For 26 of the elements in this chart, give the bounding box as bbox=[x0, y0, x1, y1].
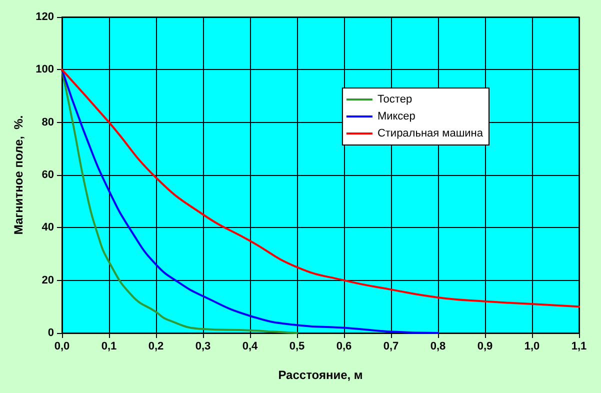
x-tick-label: 0,5 bbox=[289, 340, 305, 352]
line-series bbox=[61, 68, 298, 334]
x-tick-label: 0,8 bbox=[430, 340, 446, 352]
x-tick-label: 0,9 bbox=[477, 340, 493, 352]
x-tick-label: 0,4 bbox=[242, 340, 259, 352]
y-tick-label: 100 bbox=[36, 64, 54, 76]
x-tick-label: 1,1 bbox=[571, 340, 587, 352]
line-series bbox=[61, 68, 439, 334]
y-tick-label: 40 bbox=[42, 222, 54, 234]
x-tick-label: 0,7 bbox=[383, 340, 399, 352]
y-tick-label: 120 bbox=[36, 11, 54, 23]
y-axis-title: Магнитное поле, %. bbox=[12, 115, 26, 235]
legend-label: Тостер bbox=[377, 94, 412, 106]
x-tick-label: 1,0 bbox=[524, 340, 540, 352]
y-tick-label: 80 bbox=[42, 116, 54, 128]
x-tick-label: 0,3 bbox=[195, 340, 211, 352]
y-tick-label: 20 bbox=[42, 274, 54, 286]
x-tick-label: 0,1 bbox=[101, 340, 117, 352]
x-tick-label: 0,0 bbox=[54, 340, 70, 352]
x-tick-label: 0,6 bbox=[336, 340, 352, 352]
y-tick-label: 0 bbox=[48, 327, 54, 339]
y-tick-label: 60 bbox=[42, 169, 54, 181]
x-axis-title: Расстояние, м bbox=[278, 368, 363, 382]
legend-label: Стиральная машина bbox=[377, 128, 484, 140]
x-tick-label: 0,2 bbox=[148, 340, 164, 352]
legend-label: Миксер bbox=[377, 110, 416, 122]
